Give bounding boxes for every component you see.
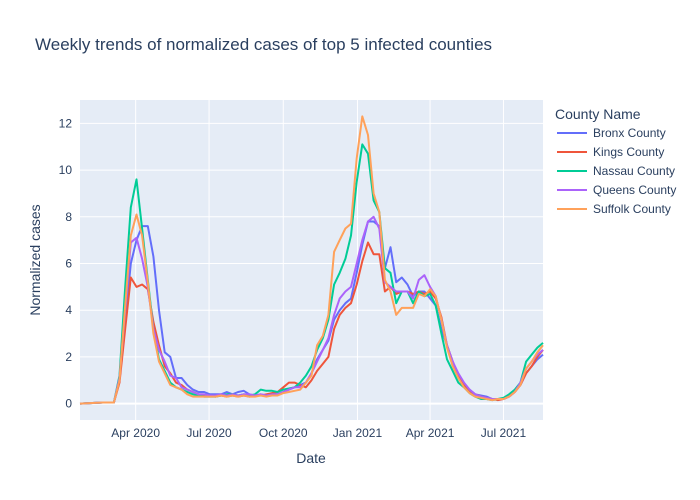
y-tick-label: 2 [65, 350, 72, 364]
legend-label: Queens County [593, 183, 676, 197]
legend[interactable]: County Name Bronx County Kings County Nass… [555, 106, 676, 216]
legend-label: Bronx County [593, 126, 666, 140]
legend-item-kings-county[interactable]: Kings County [557, 145, 664, 159]
legend-item-nassau-county[interactable]: Nassau County [557, 164, 675, 178]
y-tick-label: 10 [59, 163, 73, 177]
y-tick-label: 6 [65, 257, 72, 271]
y-tick-label: 8 [65, 210, 72, 224]
legend-label: Suffolk County [593, 202, 671, 216]
legend-item-bronx-county[interactable]: Bronx County [557, 126, 666, 140]
x-axis-title: Date [296, 450, 326, 466]
legend-label: Kings County [593, 145, 664, 159]
x-tick-label: Apr 2021 [406, 426, 455, 440]
y-tick-label: 0 [65, 397, 72, 411]
x-tick-label: Oct 2020 [259, 426, 308, 440]
x-tick-label: Jul 2020 [186, 426, 232, 440]
y-axis-title: Normalized cases [27, 204, 43, 315]
x-axis-ticks: Apr 2020 Jul 2020 Oct 2020 Jan 2021 Apr 2021… [111, 426, 526, 440]
x-tick-label: Apr 2020 [111, 426, 160, 440]
series-lines [79, 115, 544, 405]
legend-items[interactable]: Bronx County Kings County Nassau County Que… [557, 126, 676, 216]
legend-item-suffolk-county[interactable]: Suffolk County [557, 202, 671, 216]
chart-title: Weekly trends of normalized cases of top… [35, 35, 492, 54]
y-axis-ticks: 0 2 4 6 8 10 12 [59, 116, 73, 410]
y-tick-label: 4 [65, 303, 72, 317]
series-line-suffolk-county[interactable] [79, 115, 544, 405]
legend-label: Nassau County [593, 164, 675, 178]
legend-title: County Name [555, 106, 641, 122]
legend-item-queens-county[interactable]: Queens County [557, 183, 676, 197]
x-tick-label: Jan 2021 [333, 426, 383, 440]
y-tick-label: 12 [59, 116, 73, 130]
series-line-queens-county[interactable] [79, 215, 544, 405]
x-tick-label: Jul 2021 [481, 426, 527, 440]
